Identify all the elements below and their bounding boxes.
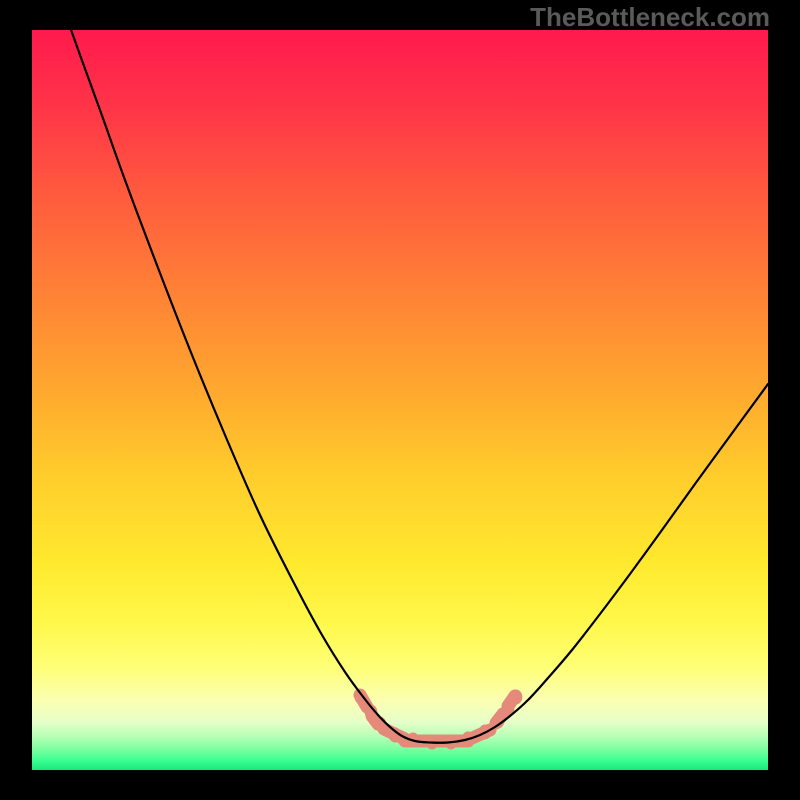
bottleneck-curve (64, 10, 768, 743)
chart-frame: TheBottleneck.com (0, 0, 800, 800)
accent-dot (510, 690, 523, 705)
chart-overlay (0, 0, 800, 800)
accent-dot (355, 690, 368, 705)
source-watermark: TheBottleneck.com (530, 2, 770, 33)
